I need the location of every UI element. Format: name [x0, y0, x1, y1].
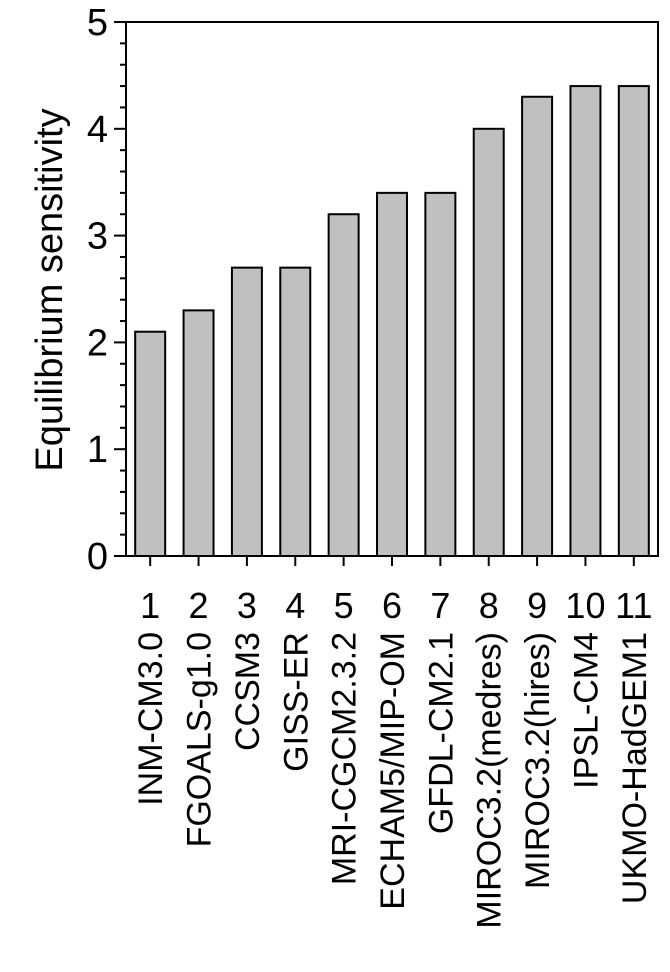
x-tick-label: 4	[285, 585, 305, 626]
x-tick-label: 2	[189, 585, 209, 626]
model-name-label: GISS-ER	[277, 632, 315, 772]
x-tick-label: 10	[565, 585, 605, 626]
model-name-label: CCSM3	[229, 632, 267, 751]
model-name-label: IPSL-CM4	[567, 632, 605, 789]
bar-5	[327, 213, 360, 558]
x-tick-label: 5	[334, 585, 354, 626]
y-tick-label: 3	[87, 216, 108, 258]
model-name-label: GFDL-CM2.1	[422, 632, 460, 834]
bar-10	[569, 85, 602, 558]
model-name-label: MRI-CGCM2.3.2	[326, 632, 364, 885]
bar-6	[376, 191, 408, 557]
y-tick-label: 1	[87, 429, 108, 471]
model-name-label: FGOALS-g1.0	[181, 632, 219, 847]
bar-2	[182, 309, 215, 557]
model-name-label: ECHAM5/MIP-OM	[374, 632, 412, 910]
y-tick-label: 0	[87, 536, 108, 578]
bar-11	[617, 85, 650, 558]
y-tick-label: 2	[87, 322, 108, 364]
x-tick-label: 8	[479, 585, 499, 626]
bar-9	[521, 95, 554, 557]
x-tick-label: 1	[140, 585, 160, 626]
x-tick-label: 6	[382, 585, 402, 626]
x-tick-label: 9	[527, 585, 547, 626]
bar-3	[230, 266, 263, 557]
y-tick-label: 5	[87, 2, 108, 44]
x-tick-label: 11	[615, 585, 652, 626]
model-name-label: UKMO-HadGEM1	[616, 632, 654, 904]
model-name-label: INM-CM3.0	[132, 632, 170, 806]
y-tick-label: 4	[87, 109, 108, 151]
model-name-label: MIROC3.2(hires)	[519, 632, 557, 889]
bar-7	[424, 191, 457, 557]
bar-8	[472, 127, 505, 558]
y-axis-label: Equilibrium sensitivity	[29, 108, 71, 471]
model-name-label: MIROC3.2(medres)	[471, 632, 509, 929]
bar-1	[134, 330, 167, 557]
x-tick-label: 7	[430, 585, 450, 626]
x-tick-label: 3	[237, 585, 257, 626]
bar-4	[279, 266, 312, 557]
